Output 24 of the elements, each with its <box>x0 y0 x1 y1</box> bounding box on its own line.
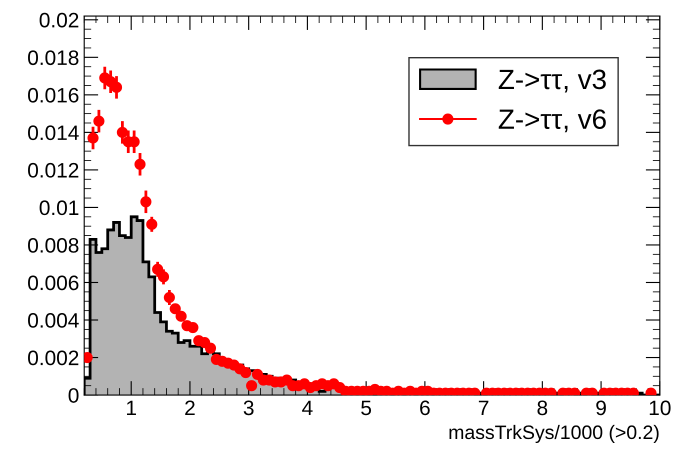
y-tick-label: 0.016 <box>28 88 78 103</box>
x-tick-label: 3 <box>244 400 254 416</box>
x-tick-label: 6 <box>420 400 430 416</box>
x-tick-label: 10 <box>650 400 671 416</box>
x-axis-title: massTrkSys/1000 (>0.2) <box>450 424 659 444</box>
x-tick-label: 9 <box>596 400 606 416</box>
y-tick-label: 0.018 <box>28 50 78 66</box>
x-tick-label: 2 <box>185 400 195 416</box>
y-tick-label: 0.002 <box>28 350 78 366</box>
y-tick-label: 0.004 <box>28 313 79 328</box>
x-tick-label: 7 <box>478 400 488 416</box>
y-tick-label: 0.014 <box>28 125 79 140</box>
y-tick-label: 0.02 <box>40 12 78 28</box>
legend-label: Z->ττ, v3 <box>498 70 606 93</box>
x-tick-label: 8 <box>537 400 548 416</box>
x-tick-label: 4 <box>302 400 313 416</box>
y-tick-label: 0 <box>68 388 79 403</box>
legend-label: Z->ττ, v6 <box>498 109 606 132</box>
y-tick-label: 0.008 <box>28 238 78 253</box>
y-tick-label: 0.012 <box>28 162 78 178</box>
y-tick-label: 0.01 <box>40 200 78 216</box>
x-tick-label: 1 <box>127 400 136 416</box>
y-tick-label: 0.006 <box>28 275 78 290</box>
x-tick-label: 5 <box>361 400 372 416</box>
